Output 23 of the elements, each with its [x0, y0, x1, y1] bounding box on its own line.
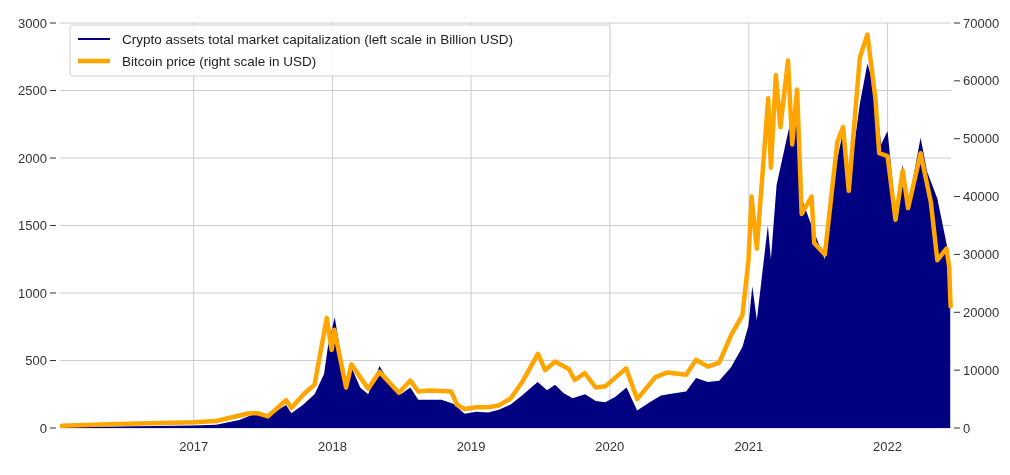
- y-tick-label: 2500: [18, 83, 47, 99]
- legend-label: Crypto assets total market capitalization (left scale in Billion USD): [122, 31, 513, 47]
- y2-tick-label: 10000: [963, 362, 1000, 378]
- x-tick-label: 2018: [317, 438, 347, 454]
- x-tick-label: 2017: [179, 438, 209, 454]
- y-tick-label: 1000: [18, 285, 47, 301]
- x-tick-label: 2019: [456, 438, 486, 454]
- y-tick-label: 0: [39, 420, 47, 436]
- y2-tick-label: 60000: [963, 73, 1000, 89]
- y2-tick-label: 50000: [963, 131, 1000, 147]
- x-tick-label: 2022: [873, 438, 903, 454]
- y-tick-label: 3000: [18, 15, 47, 31]
- y-tick-label: 2000: [18, 150, 47, 166]
- legend-label: Bitcoin price (right scale in USD): [122, 53, 317, 69]
- x-tick-label: 2020: [595, 438, 625, 454]
- x-tick-label: 2021: [734, 438, 764, 454]
- y2-tick-label: 40000: [963, 189, 1000, 205]
- y2-tick-label: 30000: [963, 246, 1000, 262]
- y-tick-label: 500: [25, 353, 47, 369]
- y2-tick-label: 20000: [963, 304, 1000, 320]
- y2-tick-label: 0: [963, 420, 971, 436]
- y2-tick-label: 70000: [963, 15, 1000, 31]
- y-tick-label: 1500: [18, 218, 47, 234]
